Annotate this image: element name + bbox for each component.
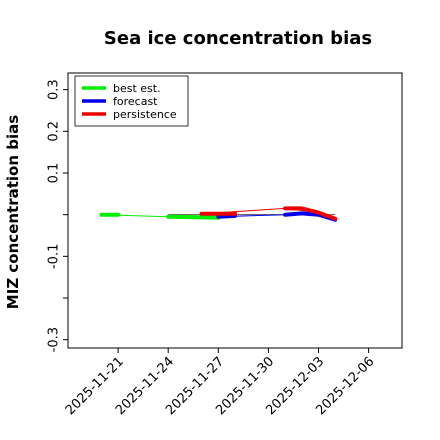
series-layer [99, 206, 338, 222]
series-segment-thick [216, 213, 237, 219]
y-tick-label: 0.2 [47, 121, 62, 142]
legend-label: best est. [113, 82, 161, 95]
series-segment-thick [283, 206, 338, 221]
y-tick-label: -0.1 [47, 244, 62, 269]
y-axis: 0.3 0.2 0.1 -0.1 -0.3 [47, 79, 68, 352]
legend-label: persistence [113, 108, 177, 121]
y-axis-label: MIZ concentration bias [4, 115, 22, 309]
y-tick-label: 0.1 [47, 163, 62, 184]
chart-title: Sea ice concentration bias [104, 28, 372, 49]
legend-label: forecast [113, 95, 158, 108]
series-segment-thick [166, 214, 221, 220]
y-tick-label: -0.3 [47, 327, 62, 352]
x-axis: 2025-11-212025-11-242025-11-272025-11-30… [63, 348, 377, 418]
series-best-est [99, 212, 221, 220]
y-tick-label: 0.3 [47, 79, 62, 100]
series-persistence [199, 206, 338, 221]
plot-frame [67, 72, 403, 349]
